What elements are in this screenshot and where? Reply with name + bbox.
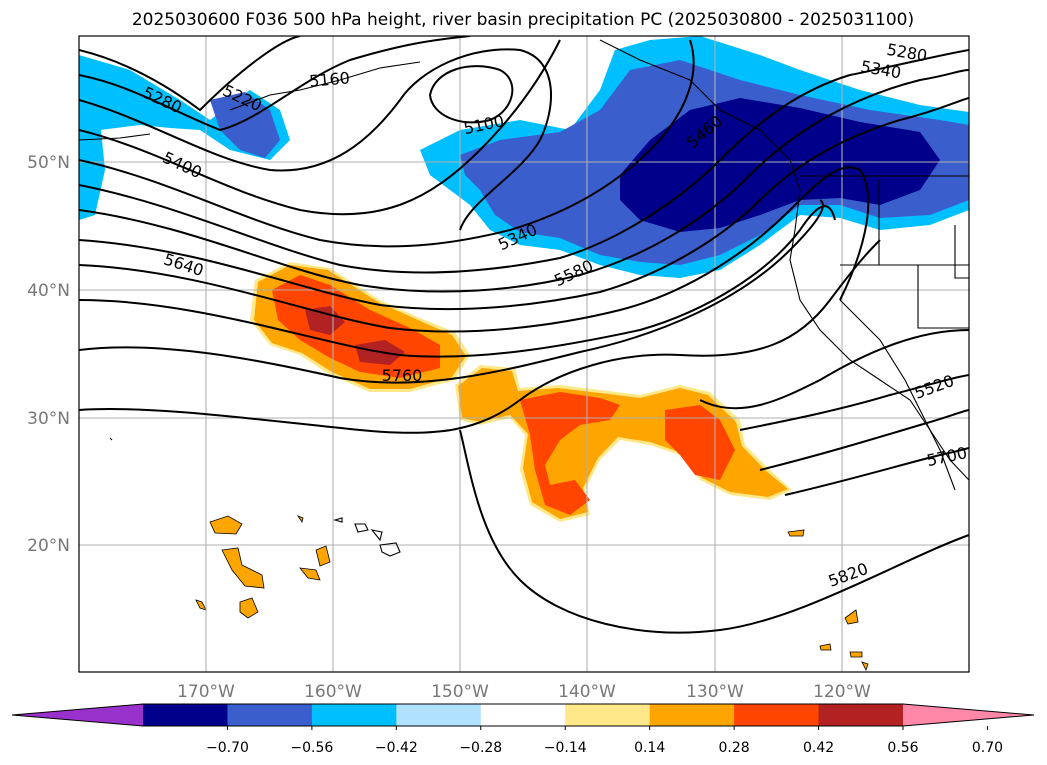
- lat-label: 50°N: [27, 153, 70, 173]
- colorbar-tick-label: −0.42: [375, 740, 418, 756]
- colorbar-tick-label: 0.56: [887, 740, 918, 756]
- latitude-labels: 50°N 40°N 30°N 20°N: [27, 153, 70, 556]
- colorbar-bin: [818, 704, 904, 726]
- colorbar-outline: [11, 703, 1035, 727]
- map-border: [78, 35, 970, 673]
- lon-label: 130°W: [686, 682, 744, 702]
- height-contours: [79, 36, 969, 634]
- lon-label: 120°W: [813, 682, 871, 702]
- colorbar-tick-label: 0.28: [719, 740, 750, 756]
- lat-label: 20°N: [27, 536, 70, 556]
- colorbar-bin: [480, 704, 566, 726]
- lat-label: 30°N: [27, 409, 70, 429]
- lon-label: 150°W: [431, 682, 489, 702]
- colorbar-tick-label: −0.56: [290, 740, 333, 756]
- colorbar-tick-label: 0.70: [972, 740, 1003, 756]
- colorbar-extend-max: [903, 704, 1034, 726]
- colorbar-bin: [396, 704, 482, 726]
- colorbar-bin: [734, 704, 820, 726]
- figure-title: 2025030600 F036 500 hPa height, river ba…: [132, 10, 914, 30]
- colorbar-tick-label: −0.28: [459, 740, 502, 756]
- colorbar-bin: [311, 704, 397, 726]
- lat-label: 40°N: [27, 281, 70, 301]
- colorbar-tick-label: 0.42: [803, 740, 834, 756]
- colorbar-bin: [649, 704, 735, 726]
- contour-label: 5160: [308, 68, 350, 90]
- colorbar-bin: [565, 704, 651, 726]
- colorbar-tick-label: −0.14: [544, 740, 587, 756]
- map-panel: 5280 5220 5160 5100 5400 5340 5640 5580 …: [79, 36, 969, 672]
- colorbar-tick-label: −0.70: [206, 740, 249, 756]
- colorbar-extend-min: [12, 704, 143, 726]
- lon-label: 160°W: [304, 682, 362, 702]
- lon-label: 170°W: [177, 682, 235, 702]
- colorbar-tick-labels: −0.70 −0.56 −0.42 −0.28 −0.14 0.14 0.28 0.42 0.5…: [206, 726, 1003, 756]
- colorbar-tick-label: 0.14: [634, 740, 665, 756]
- contour-label: 5760: [382, 366, 423, 385]
- longitude-labels: 170°W 160°W 150°W 140°W 130°W 120°W: [177, 682, 871, 702]
- colorbar: [11, 703, 1035, 727]
- colorbar-bin: [227, 704, 313, 726]
- lon-label: 140°W: [558, 682, 616, 702]
- colorbar-bin: [143, 704, 228, 726]
